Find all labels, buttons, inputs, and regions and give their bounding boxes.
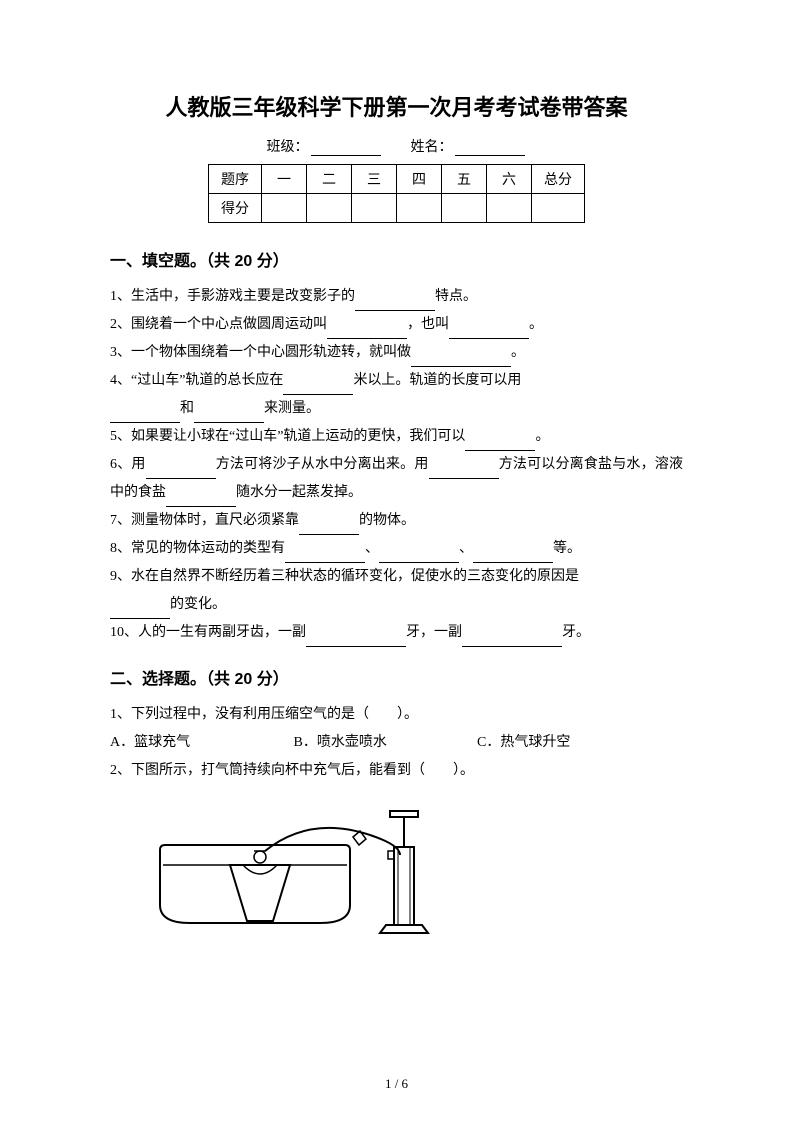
q7-a: 7、测量物体时，直尺必须紧靠 [110,513,299,528]
q5-blank[interactable] [465,436,535,451]
q7-b: 的物体。 [359,513,415,528]
mc1-opt-a[interactable]: A．篮球充气 [110,729,290,757]
td-score-4[interactable] [397,194,442,223]
page-footer: 1 / 6 [0,1076,793,1092]
mc1-stem: 1、下列过程中，没有利用压缩空气的是（ ）。 [110,707,418,722]
q10-c: 牙。 [562,625,590,640]
th-total: 总分 [532,165,585,194]
class-label: 班级： [267,140,309,155]
th-4: 四 [397,165,442,194]
q10-b: 牙，一副 [406,625,462,640]
section-1-heading: 一、填空题。（共 20 分） [110,247,683,271]
th-2: 二 [307,165,352,194]
q9-b: 的变化。 [170,597,226,612]
q4: 4、“过山车”轨道的总长应在 米以上。轨道的长度可以用 和 来测量。 [110,367,683,423]
q1-a: 1、生活中，手影游戏主要是改变影子的 [110,289,355,304]
q4-c: 和 [180,401,194,416]
q4-b: 米以上。轨道的长度可以用 [353,373,521,388]
mc1-opt-c[interactable]: C．热气球升空 [477,729,570,757]
q8-d: 等。 [553,541,581,556]
q8-blank2[interactable] [379,548,459,563]
q4-blank2[interactable] [110,408,180,423]
q1: 1、生活中，手影游戏主要是改变影子的 特点。 [110,283,683,311]
q3-a: 3、一个物体围绕着一个中心圆形轨迹转，就叫做 [110,345,411,360]
q8-blank3[interactable] [473,548,553,563]
mc1-opt-b[interactable]: B．喷水壶喷水 [294,729,474,757]
q2-b: ，也叫 [407,317,449,332]
q9-blank[interactable] [110,604,170,619]
td-score-5[interactable] [442,194,487,223]
q8-b: 、 [365,541,379,556]
section-2-heading: 二、选择题。（共 20 分） [110,665,683,689]
q6-a: 6、用 [110,457,146,472]
class-blank[interactable] [311,141,381,156]
q8-blank1[interactable] [285,548,365,563]
q10-blank1[interactable] [306,632,406,647]
q1-b: 特点。 [435,289,477,304]
name-blank[interactable] [455,141,525,156]
q10-blank2[interactable] [462,632,562,647]
mc1: 1、下列过程中，没有利用压缩空气的是（ ）。 A．篮球充气 B．喷水壶喷水 C．… [110,701,683,757]
q6-blank3[interactable] [166,492,236,507]
th-3: 三 [352,165,397,194]
name-label: 姓名： [411,140,453,155]
q5-b: 。 [535,429,549,444]
td-score-1[interactable] [262,194,307,223]
q10: 10、人的一生有两副牙齿，一副 牙，一副 牙。 [110,619,683,647]
th-seq: 题序 [209,165,262,194]
q5: 5、如果要让小球在“过山车”轨道上运动的更快，我们可以 。 [110,423,683,451]
q4-blank3[interactable] [194,408,264,423]
q7: 7、测量物体时，直尺必须紧靠 的物体。 [110,507,683,535]
th-6: 六 [487,165,532,194]
td-score-6[interactable] [487,194,532,223]
q6-blank2[interactable] [429,464,499,479]
q6-blank1[interactable] [146,464,216,479]
td-score-2[interactable] [307,194,352,223]
diagram-pump-cup [150,795,460,945]
q7-blank[interactable] [299,520,359,535]
q4-blank1[interactable] [283,380,353,395]
q4-a: 4、“过山车”轨道的总长应在 [110,373,283,388]
q2: 2、围绕着一个中心点做圆周运动叫 ，也叫 。 [110,311,683,339]
mc2-stem: 2、下图所示，打气筒持续向杯中充气后，能看到（ ）。 [110,763,474,778]
table-row: 得分 [209,194,585,223]
q9: 9、水在自然界不断经历着三种状态的循环变化，促使水的三态变化的原因是的变化。 [110,563,683,619]
q9-a: 9、水在自然界不断经历着三种状态的循环变化，促使水的三态变化的原因是 [110,569,579,584]
score-table: 题序 一 二 三 四 五 六 总分 得分 [208,164,585,223]
q6-b: 方法可将沙子从水中分离出来。用 [216,457,429,472]
q2-c: 。 [529,317,543,332]
info-line: 班级： 姓名： [110,136,683,156]
q2-blank1[interactable] [327,324,407,339]
q2-blank2[interactable] [449,324,529,339]
q3: 3、一个物体围绕着一个中心圆形轨迹转，就叫做 。 [110,339,683,367]
td-score-label: 得分 [209,194,262,223]
doc-title: 人教版三年级科学下册第一次月考考试卷带答案 [110,90,683,122]
q6: 6、用方法可将沙子从水中分离出来。用方法可以分离食盐与水，溶液中的食盐随水分一起… [110,451,683,507]
q8-c: 、 [459,541,473,556]
th-1: 一 [262,165,307,194]
mc2: 2、下图所示，打气筒持续向杯中充气后，能看到（ ）。 [110,757,683,785]
table-row: 题序 一 二 三 四 五 六 总分 [209,165,585,194]
q3-b: 。 [511,345,525,360]
q10-a: 10、人的一生有两副牙齿，一副 [110,625,306,640]
q8-a: 8、常见的物体运动的类型有 [110,541,285,556]
q8: 8、常见的物体运动的类型有 、 、 等。 [110,535,683,563]
q4-d: 来测量。 [264,401,320,416]
th-5: 五 [442,165,487,194]
q6-d: 随水分一起蒸发掉。 [236,485,362,500]
q1-blank[interactable] [355,296,435,311]
q2-a: 2、围绕着一个中心点做圆周运动叫 [110,317,327,332]
td-score-total[interactable] [532,194,585,223]
td-score-3[interactable] [352,194,397,223]
q5-a: 5、如果要让小球在“过山车”轨道上运动的更快，我们可以 [110,429,465,444]
q3-blank[interactable] [411,352,511,367]
page: 人教版三年级科学下册第一次月考考试卷带答案 班级： 姓名： 题序 一 二 三 四… [0,0,793,1122]
